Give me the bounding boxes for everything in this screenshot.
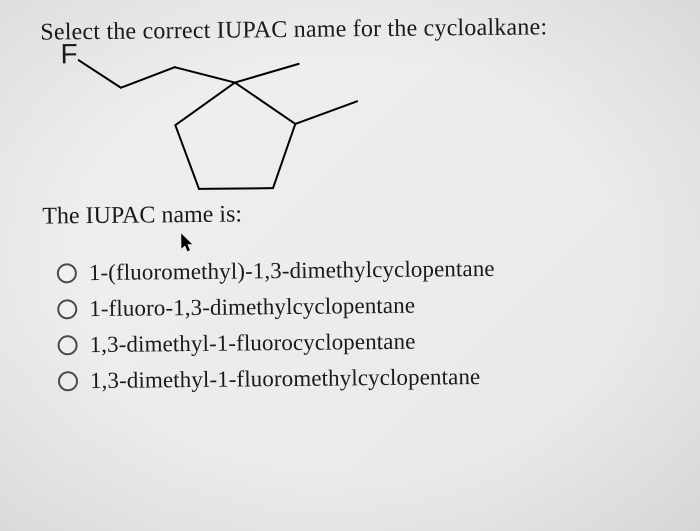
structure-diagram: F xyxy=(34,21,396,200)
radio-icon[interactable] xyxy=(58,371,78,391)
option-label: 1,3-dimethyl-1-fluoromethylcyclopentane xyxy=(90,364,481,394)
answer-options: 1-(fluoromethyl)-1,3-dimethylcyclopentan… xyxy=(57,254,676,394)
question-card: Select the correct IUPAC name for the cy… xyxy=(0,0,700,407)
radio-icon[interactable] xyxy=(57,263,77,283)
cursor-icon xyxy=(180,233,194,253)
option-label: 1-(fluoromethyl)-1,3-dimethylcyclopentan… xyxy=(89,256,495,286)
fluorine-atom-label: F xyxy=(60,38,77,70)
option-row[interactable]: 1-(fluoromethyl)-1,3-dimethylcyclopentan… xyxy=(57,254,675,286)
option-row[interactable]: 1,3-dimethyl-1-fluorocyclopentane xyxy=(57,326,675,358)
molecule-svg xyxy=(34,21,396,200)
option-row[interactable]: 1-fluoro-1,3-dimethylcyclopentane xyxy=(57,290,675,322)
option-label: 1,3-dimethyl-1-fluorocyclopentane xyxy=(89,329,415,358)
radio-icon[interactable] xyxy=(57,299,77,319)
option-label: 1-fluoro-1,3-dimethylcyclopentane xyxy=(89,293,415,322)
answer-prompt: The IUPAC name is: xyxy=(42,197,674,231)
option-row[interactable]: 1,3-dimethyl-1-fluoromethylcyclopentane xyxy=(58,362,676,394)
radio-icon[interactable] xyxy=(58,335,78,355)
